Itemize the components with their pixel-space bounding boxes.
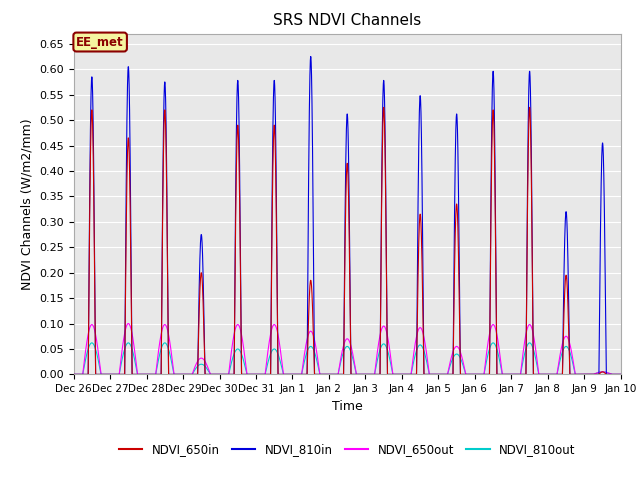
X-axis label: Time: Time xyxy=(332,400,363,413)
Y-axis label: NDVI Channels (W/m2/mm): NDVI Channels (W/m2/mm) xyxy=(20,118,33,290)
Title: SRS NDVI Channels: SRS NDVI Channels xyxy=(273,13,421,28)
Legend: NDVI_650in, NDVI_810in, NDVI_650out, NDVI_810out: NDVI_650in, NDVI_810in, NDVI_650out, NDV… xyxy=(114,438,580,461)
Text: EE_met: EE_met xyxy=(76,36,124,48)
